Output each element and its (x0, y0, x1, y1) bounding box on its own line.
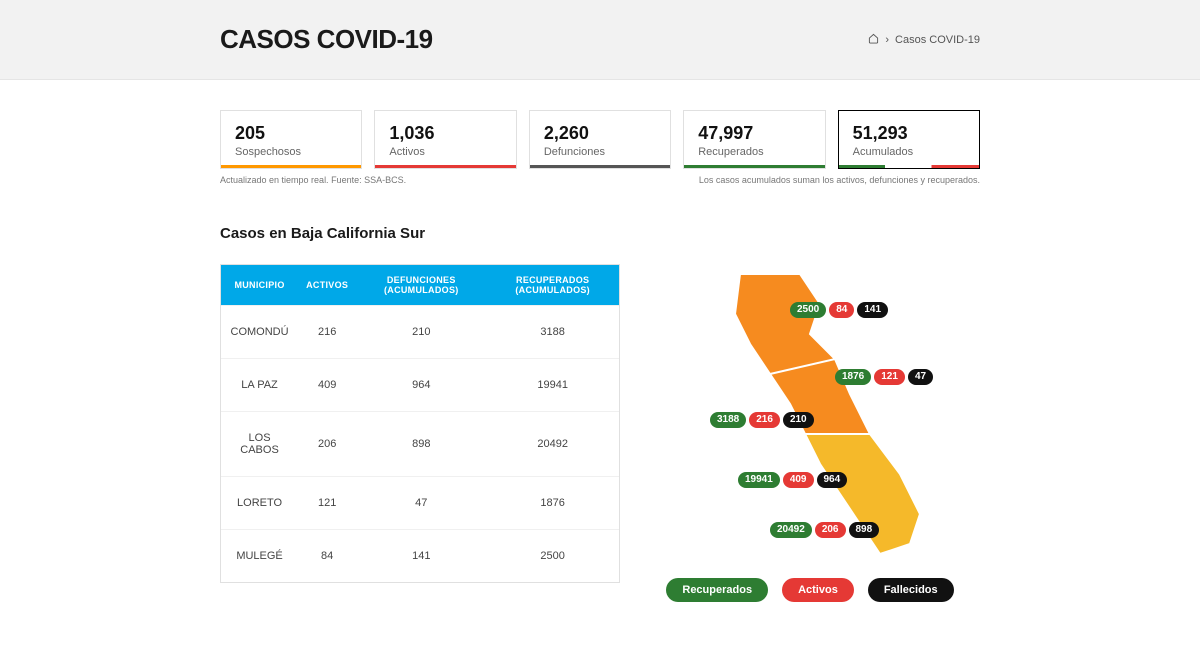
legend-activos[interactable]: Activos (782, 578, 854, 602)
note-right: Los casos acumulados suman los activos, … (699, 175, 980, 185)
table-cell: LOS CABOS (221, 412, 298, 477)
map-badge-cluster: 3188216210 (710, 412, 814, 428)
badge-fallecidos: 898 (849, 522, 880, 538)
table-cell: 47 (356, 477, 486, 530)
section-title: Casos en Baja California Sur (220, 225, 980, 242)
map-badge-cluster: 20492206898 (770, 522, 879, 538)
badge-recuperados: 20492 (770, 522, 812, 538)
stats-notes: Actualizado en tiempo real. Fuente: SSA-… (220, 175, 980, 185)
table-cell: 210 (356, 306, 486, 359)
table-cell: 84 (298, 530, 356, 583)
breadcrumb: › Casos COVID-19 (868, 33, 980, 47)
stat-card-recuperados: 47,997 Recuperados (683, 110, 825, 169)
stat-label: Recuperados (698, 146, 810, 158)
badge-recuperados: 19941 (738, 472, 780, 488)
badge-activos: 121 (874, 369, 905, 385)
stat-value: 205 (235, 123, 347, 144)
badge-fallecidos: 141 (857, 302, 888, 318)
stat-label: Activos (389, 146, 501, 158)
badge-fallecidos: 47 (908, 369, 933, 385)
badge-activos: 84 (829, 302, 854, 318)
stat-card-activos: 1,036 Activos (374, 110, 516, 169)
table-cell: 19941 (486, 359, 619, 412)
stat-value: 51,293 (853, 123, 965, 144)
table-row: LOS CABOS20689820492 (221, 412, 619, 477)
table-cell: 141 (356, 530, 486, 583)
breadcrumb-current: Casos COVID-19 (895, 34, 980, 46)
table-cell: 206 (298, 412, 356, 477)
table-header-row: MUNICIPIO ACTIVOS DEFUNCIONES (ACUMULADO… (221, 265, 619, 306)
badge-recuperados: 1876 (835, 369, 871, 385)
stats-row: 205 Sospechosos 1,036 Activos 2,260 Defu… (220, 110, 980, 169)
legend-fallecidos[interactable]: Fallecidos (868, 578, 954, 602)
content-row: MUNICIPIO ACTIVOS DEFUNCIONES (ACUMULADO… (220, 264, 980, 624)
table-cell: 2500 (486, 530, 619, 583)
table-cell: 121 (298, 477, 356, 530)
table-cell: LORETO (221, 477, 298, 530)
map-legend: Recuperados Activos Fallecidos (640, 578, 980, 602)
stat-value: 47,997 (698, 123, 810, 144)
note-left: Actualizado en tiempo real. Fuente: SSA-… (220, 175, 406, 185)
table-cell: COMONDÚ (221, 306, 298, 359)
breadcrumb-separator: › (885, 34, 889, 46)
table-cell: 20492 (486, 412, 619, 477)
stat-card-defunciones: 2,260 Defunciones (529, 110, 671, 169)
cases-table: MUNICIPIO ACTIVOS DEFUNCIONES (ACUMULADO… (220, 264, 620, 583)
table-row: LA PAZ40996419941 (221, 359, 619, 412)
badge-activos: 206 (815, 522, 846, 538)
table-cell: 3188 (486, 306, 619, 359)
map-badge-cluster: 250084141 (790, 302, 888, 318)
stat-card-sospechosos: 205 Sospechosos (220, 110, 362, 169)
map-badge-cluster: 19941409964 (738, 472, 847, 488)
badge-activos: 216 (749, 412, 780, 428)
stat-value: 2,260 (544, 123, 656, 144)
legend-recuperados[interactable]: Recuperados (666, 578, 768, 602)
badge-activos: 409 (783, 472, 814, 488)
table-row: LORETO121471876 (221, 477, 619, 530)
table-cell: 898 (356, 412, 486, 477)
badge-fallecidos: 964 (817, 472, 848, 488)
table-row: COMONDÚ2162103188 (221, 306, 619, 359)
col-defunciones: DEFUNCIONES (ACUMULADOS) (356, 265, 486, 306)
home-icon[interactable] (868, 33, 879, 47)
badge-fallecidos: 210 (783, 412, 814, 428)
table-cell: 964 (356, 359, 486, 412)
table-row: MULEGÉ841412500 (221, 530, 619, 583)
col-recuperados: RECUPERADOS (ACUMULADOS) (486, 265, 619, 306)
table-cell: 216 (298, 306, 356, 359)
table-cell: 409 (298, 359, 356, 412)
map-badge-cluster: 187612147 (835, 369, 933, 385)
stat-label: Sospechosos (235, 146, 347, 158)
stat-label: Defunciones (544, 146, 656, 158)
page-header: CASOS COVID-19 › Casos COVID-19 (0, 0, 1200, 80)
table-cell: MULEGÉ (221, 530, 298, 583)
stat-label: Acumulados (853, 146, 965, 158)
stat-value: 1,036 (389, 123, 501, 144)
col-activos: ACTIVOS (298, 265, 356, 306)
stat-card-acumulados: 51,293 Acumulados (838, 110, 980, 169)
badge-recuperados: 3188 (710, 412, 746, 428)
map-region: 250084141 187612147 3188216210 19941409964 2… (640, 264, 980, 624)
col-municipio: MUNICIPIO (221, 265, 298, 306)
table-cell: LA PAZ (221, 359, 298, 412)
page-title: CASOS COVID-19 (220, 24, 433, 55)
table-cell: 1876 (486, 477, 619, 530)
badge-recuperados: 2500 (790, 302, 826, 318)
